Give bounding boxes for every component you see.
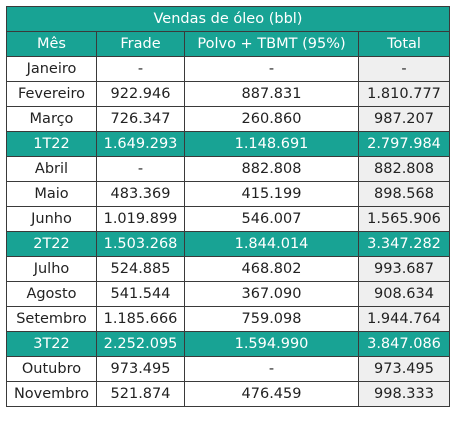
total-cell: 1.810.777	[358, 81, 450, 107]
oil-sales-table: Vendas de óleo (bbl) Mês Frade Polvo + T…	[6, 6, 450, 407]
month-cell: Março	[6, 106, 97, 132]
frade-cell: 1.503.268	[96, 231, 185, 257]
frade-cell: -	[96, 56, 185, 82]
month-cell: Outubro	[6, 356, 97, 382]
polvo-tbmt-cell: 1.844.014	[184, 231, 359, 257]
table-body: Janeiro - - - Fevereiro 922.946 887.831 1.810.7…	[6, 56, 450, 407]
table-row: Agosto 541.544 367.090 908.634	[6, 281, 450, 307]
total-cell: 998.333	[358, 381, 450, 407]
frade-cell: 973.495	[96, 356, 185, 382]
table-row: Setembro 1.185.666 759.098 1.944.764	[6, 306, 450, 332]
frade-cell: 483.369	[96, 181, 185, 207]
month-cell: Julho	[6, 256, 97, 282]
header-polvo-tbmt: Polvo + TBMT (95%)	[184, 31, 359, 57]
quarter-total-row: 2T22 1.503.268 1.844.014 3.347.282	[6, 231, 450, 257]
frade-cell: 2.252.095	[96, 331, 185, 357]
frade-cell: 521.874	[96, 381, 185, 407]
month-cell: Janeiro	[6, 56, 97, 82]
total-cell: 2.797.984	[358, 131, 450, 157]
table-row: Novembro 521.874 476.459 998.333	[6, 381, 450, 407]
month-cell: Maio	[6, 181, 97, 207]
frade-cell: 524.885	[96, 256, 185, 282]
frade-cell: 1.185.666	[96, 306, 185, 332]
table-row: Março 726.347 260.860 987.207	[6, 106, 450, 132]
frade-cell: -	[96, 156, 185, 182]
polvo-tbmt-cell: 546.007	[184, 206, 359, 232]
oil-sales-table-container: Vendas de óleo (bbl) Mês Frade Polvo + T…	[6, 6, 450, 407]
polvo-tbmt-cell: 415.199	[184, 181, 359, 207]
month-cell: Junho	[6, 206, 97, 232]
quarter-total-row: 3T22 2.252.095 1.594.990 3.847.086	[6, 331, 450, 357]
table-row: Outubro 973.495-973.495	[6, 356, 450, 382]
polvo-tbmt-cell: 367.090	[184, 281, 359, 307]
header-mes: Mês	[6, 31, 97, 57]
table-title: Vendas de óleo (bbl)	[6, 6, 450, 32]
frade-cell: 726.347	[96, 106, 185, 132]
polvo-tbmt-cell: 1.594.990	[184, 331, 359, 357]
month-cell: Fevereiro	[6, 81, 97, 107]
frade-cell: 541.544	[96, 281, 185, 307]
total-cell: 993.687	[358, 256, 450, 282]
total-cell: -	[358, 56, 450, 82]
polvo-tbmt-cell: 759.098	[184, 306, 359, 332]
table-row: Julho 524.885 468.802 993.687	[6, 256, 450, 282]
total-cell: 908.634	[358, 281, 450, 307]
total-cell: 3.847.086	[358, 331, 450, 357]
polvo-tbmt-cell: 1.148.691	[184, 131, 359, 157]
table-row: Janeiro - - -	[6, 56, 450, 82]
total-cell: 882.808	[358, 156, 450, 182]
header-frade: Frade	[96, 31, 185, 57]
table-row: Maio 483.369 415.199 898.568	[6, 181, 450, 207]
frade-cell: 922.946	[96, 81, 185, 107]
month-cell: Agosto	[6, 281, 97, 307]
polvo-tbmt-cell: 887.831	[184, 81, 359, 107]
polvo-tbmt-cell: 882.808	[184, 156, 359, 182]
total-cell: 987.207	[358, 106, 450, 132]
total-cell: 3.347.282	[358, 231, 450, 257]
header-total: Total	[358, 31, 450, 57]
quarter-total-row: 1T22 1.649.293 1.148.691 2.797.984	[6, 131, 450, 157]
polvo-tbmt-cell: 468.802	[184, 256, 359, 282]
month-cell: Setembro	[6, 306, 97, 332]
polvo-tbmt-cell: 260.860	[184, 106, 359, 132]
month-cell: 1T22	[6, 131, 97, 157]
month-cell: Abril	[6, 156, 97, 182]
total-cell: 1.944.764	[358, 306, 450, 332]
total-cell: 1.565.906	[358, 206, 450, 232]
table-row: Fevereiro 922.946 887.831 1.810.777	[6, 81, 450, 107]
month-cell: Novembro	[6, 381, 97, 407]
frade-cell: 1.019.899	[96, 206, 185, 232]
total-cell: 898.568	[358, 181, 450, 207]
total-cell: 973.495	[358, 356, 450, 382]
table-row: Junho 1.019.899 546.007 1.565.906	[6, 206, 450, 232]
polvo-tbmt-cell: 476.459	[184, 381, 359, 407]
table-row: Abril -882.808 882.808	[6, 156, 450, 182]
month-cell: 3T22	[6, 331, 97, 357]
frade-cell: 1.649.293	[96, 131, 185, 157]
month-cell: 2T22	[6, 231, 97, 257]
polvo-tbmt-cell: -	[184, 356, 359, 382]
polvo-tbmt-cell: -	[184, 56, 359, 82]
